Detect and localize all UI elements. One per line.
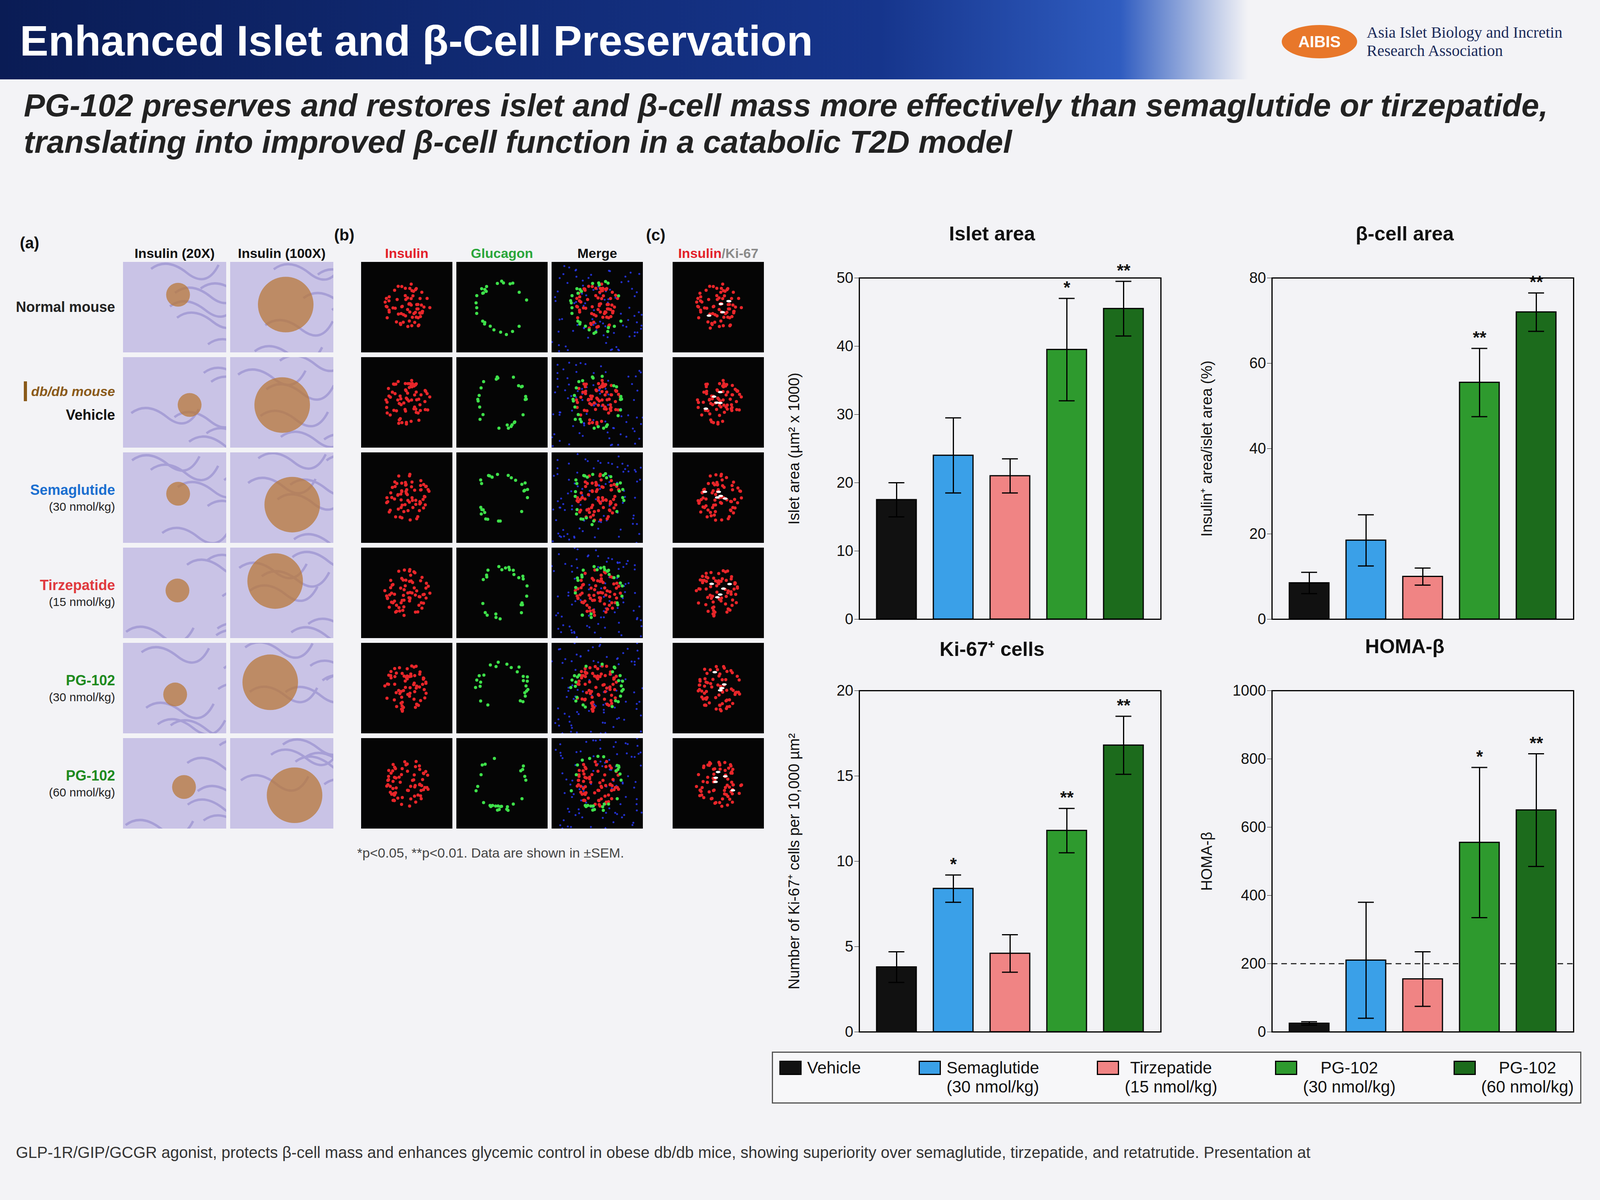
svg-text:0: 0	[1257, 1023, 1266, 1040]
html-text:(15 nmol/kg): (15 nmol/kg)	[1124, 1077, 1218, 1097]
svg-text:**: **	[1472, 327, 1487, 348]
html-text:(c): (c)	[646, 226, 666, 244]
html-text:PG-102: PG-102	[1498, 1058, 1557, 1077]
html-text:(60 nmol/kg): (60 nmol/kg)	[48, 785, 116, 799]
html-text:Islet area: Islet area	[949, 222, 1036, 245]
svg-text:60: 60	[1249, 354, 1266, 372]
html-text:(a): (a)	[19, 234, 40, 252]
html-text:Merge: Merge	[577, 245, 618, 261]
svg-text:**: **	[1059, 787, 1074, 808]
svg-text:0: 0	[844, 1023, 854, 1040]
html-text:PG-102: PG-102	[65, 672, 116, 689]
svg-text:0: 0	[1257, 610, 1266, 627]
html-text:(15 nmol/kg): (15 nmol/kg)	[48, 595, 116, 609]
html-text:(b): (b)	[334, 226, 355, 244]
svg-text:**: **	[1529, 733, 1544, 753]
svg-text:**: **	[1529, 272, 1544, 292]
svg-text:Islet area (µm² x 1000): Islet area (µm² x 1000)	[785, 372, 803, 525]
html-text:PG-102 preserves and restores: PG-102 preserves and restores islet and …	[23, 87, 1548, 160]
svg-text:*: *	[1063, 277, 1071, 298]
html-text:Vehicle: Vehicle	[65, 406, 116, 424]
svg-text:80: 80	[1249, 269, 1266, 287]
svg-text:50: 50	[836, 269, 854, 287]
html-text:PG-102: PG-102	[65, 767, 116, 784]
html-text:Vehicle: Vehicle	[807, 1058, 861, 1077]
svg-text:30: 30	[836, 405, 854, 423]
html-text:Semaglutide: Semaglutide	[946, 1058, 1040, 1077]
html-text:Insulin (20X): Insulin (20X)	[134, 245, 215, 261]
svg-text:40: 40	[836, 337, 854, 355]
svg-text:20: 20	[836, 474, 854, 491]
svg-text:10: 10	[836, 852, 854, 870]
svg-text:Number of Ki-67⁺ cells per 10,: Number of Ki-67⁺ cells per 10,000 µm²	[785, 733, 803, 990]
html-text:GLP-1R/GIP/GCGR agonist, prote: GLP-1R/GIP/GCGR agonist, protects β-cell…	[15, 1143, 1311, 1162]
html-text:HOMA-β: HOMA-β	[1365, 635, 1445, 658]
html-text:(30 nmol/kg): (30 nmol/kg)	[48, 690, 116, 704]
svg-text:5: 5	[844, 938, 854, 955]
html-text:Tirzepatide: Tirzepatide	[39, 576, 116, 594]
svg-text:20: 20	[1249, 525, 1266, 543]
svg-text:10: 10	[836, 542, 854, 560]
html-text:(30 nmol/kg): (30 nmol/kg)	[946, 1077, 1040, 1097]
html-text:Tirzepatide: Tirzepatide	[1130, 1058, 1212, 1077]
svg-text:40: 40	[1249, 440, 1266, 457]
html-text:Enhanced Islet and β-Cell Pres: Enhanced Islet and β-Cell Preservation	[19, 16, 813, 65]
svg-text:400: 400	[1240, 886, 1266, 904]
html-text:Semaglutide: Semaglutide	[30, 481, 116, 499]
svg-text:0: 0	[844, 610, 854, 627]
html-text:Insulin: Insulin	[385, 245, 429, 261]
svg-text:15: 15	[836, 767, 854, 785]
html-text:Asia Islet Biology and Increti: Asia Islet Biology and Incretin Research…	[1366, 23, 1563, 60]
svg-text:20: 20	[836, 682, 854, 699]
html-text:Normal mouse: Normal mouse	[15, 298, 116, 316]
svg-text:800: 800	[1240, 750, 1266, 768]
svg-text:HOMA-β: HOMA-β	[1198, 831, 1216, 891]
html-text:β-cell area: β-cell area	[1355, 222, 1454, 245]
svg-text:**: **	[1116, 260, 1131, 281]
html-text:(30 nmol/kg): (30 nmol/kg)	[1302, 1077, 1396, 1097]
html-text:*p<0.05, **p<0.01. Data are sh: *p<0.05, **p<0.01. Data are shown in ±SE…	[357, 845, 625, 861]
html-text:Ki-67⁺ cells: Ki-67⁺ cells	[939, 638, 1045, 661]
svg-text:Insulin⁺ area/islet area (%): Insulin⁺ area/islet area (%)	[1198, 360, 1216, 537]
svg-text:600: 600	[1240, 818, 1266, 836]
svg-text:200: 200	[1240, 955, 1266, 972]
html-text:PG-102: PG-102	[1320, 1058, 1378, 1077]
html-text:Glucagon: Glucagon	[470, 245, 534, 261]
html-text:(60 nmol/kg): (60 nmol/kg)	[1481, 1077, 1574, 1097]
html-text:(30 nmol/kg): (30 nmol/kg)	[48, 500, 116, 514]
svg-text:*: *	[1476, 746, 1484, 767]
html-text:AIBIS: AIBIS	[1298, 32, 1341, 51]
svg-text:*: *	[950, 854, 958, 874]
html-text:Insulin /Ki-67: Insulin /Ki-67	[678, 245, 759, 261]
html-text:db/db mouse: db/db mouse	[31, 383, 116, 399]
html-text:Insulin (100X): Insulin (100X)	[237, 245, 326, 261]
svg-text:**: **	[1116, 695, 1131, 716]
svg-text:1000: 1000	[1232, 682, 1267, 699]
